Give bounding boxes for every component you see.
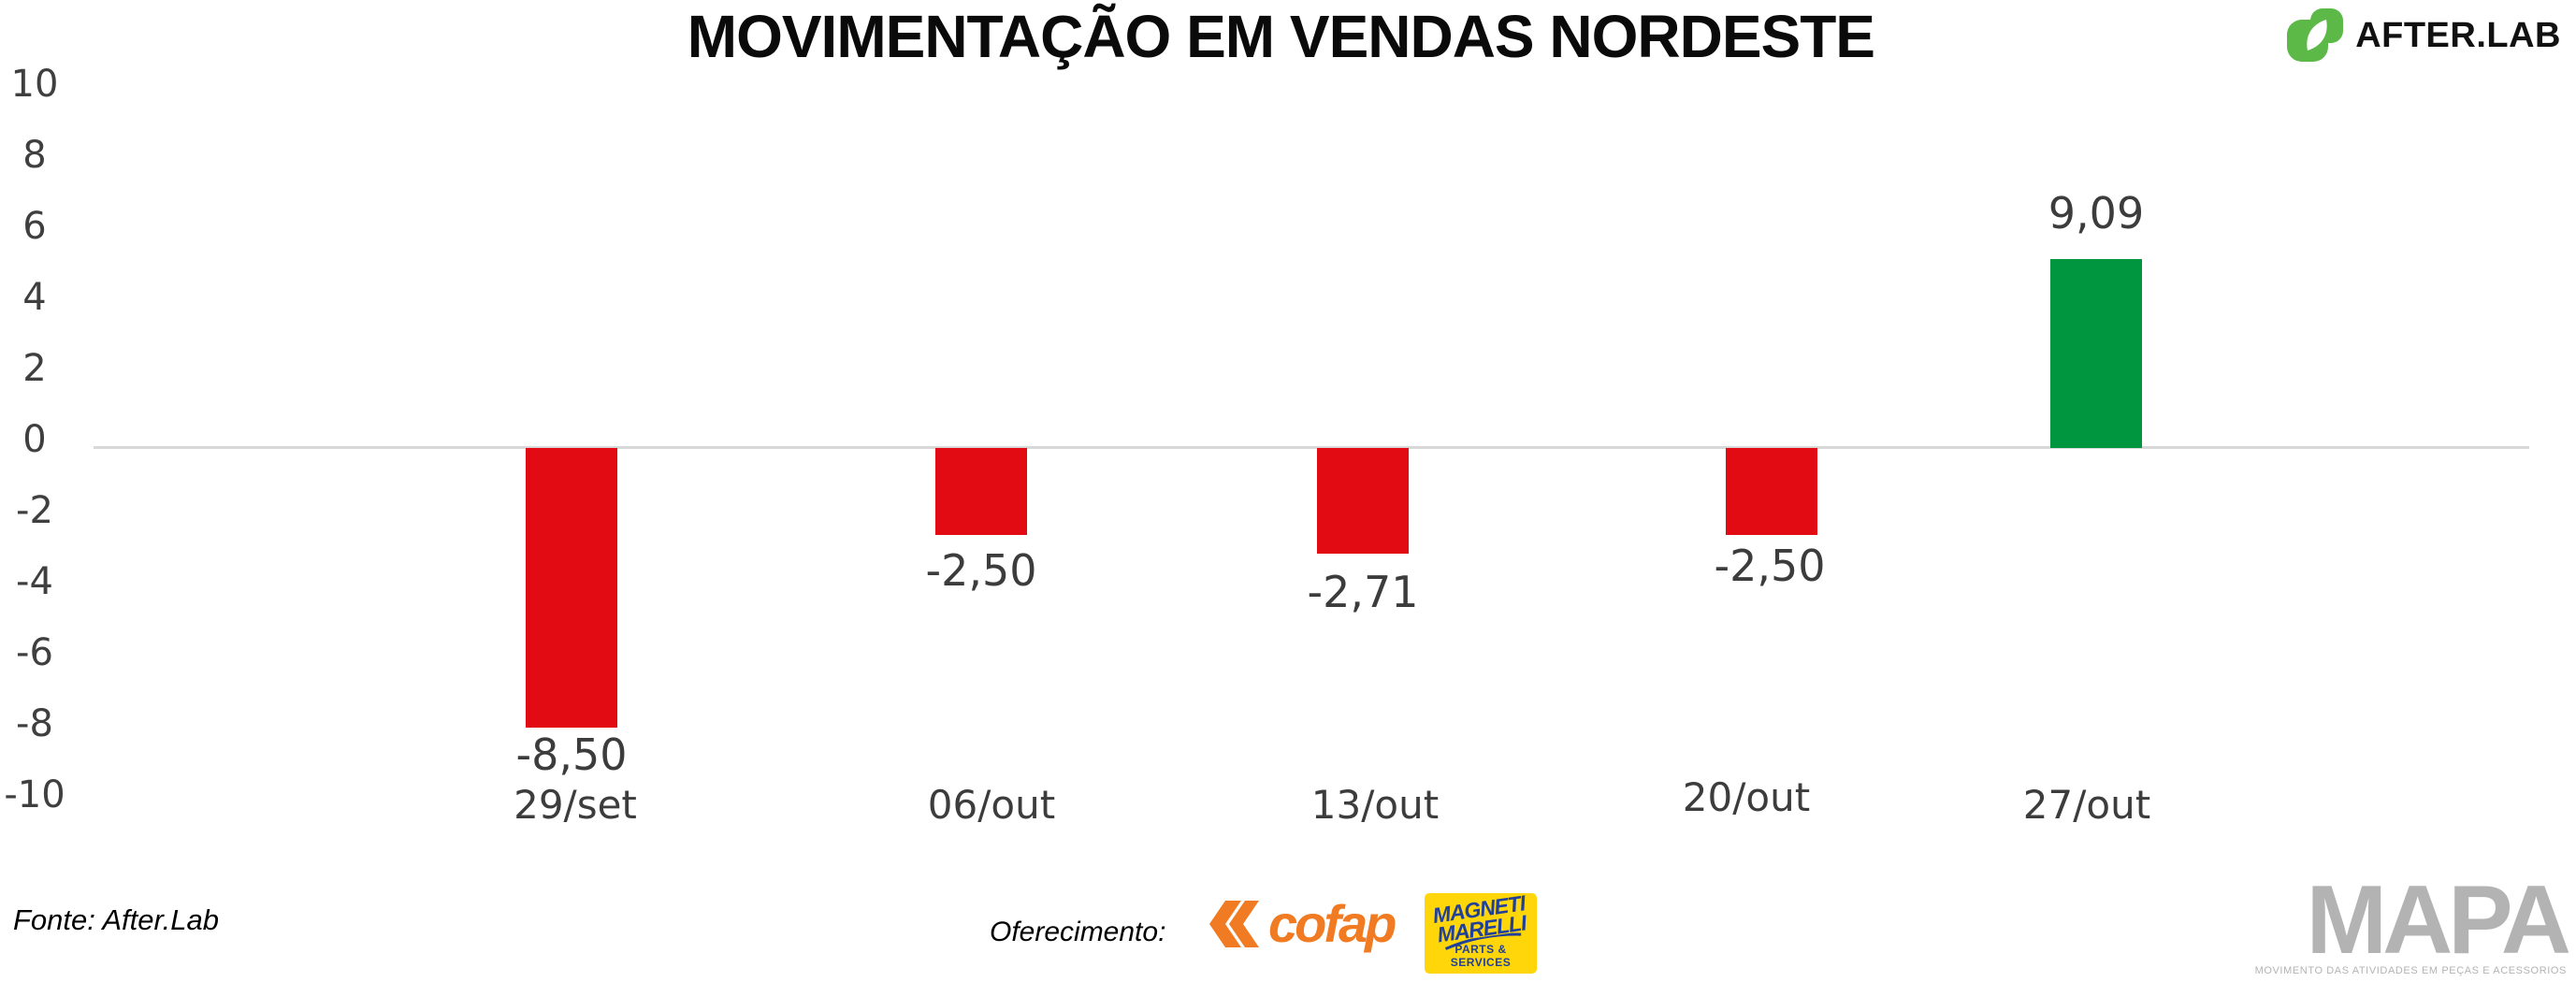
y-tick-label: 8 (22, 134, 47, 177)
y-tick-label: 10 (10, 63, 59, 106)
cofap-logo: cofap (1207, 894, 1397, 953)
y-tick-label: 2 (22, 347, 47, 390)
x-tick-label: 27/out (2022, 782, 2151, 828)
x-tick-label: 06/out (927, 782, 1056, 828)
sponsor-label: Oferecimento: (990, 917, 1166, 947)
magneti-marelli-text: MAGNETI MARELLI (1425, 893, 1537, 953)
mapa-tagline: MOVIMENTO DAS ATIVIDADES EM PEÇAS E ACES… (2254, 965, 2567, 976)
bar-value-label: -8,50 (515, 729, 628, 780)
afterlab-logo: AFTER.LAB (2286, 7, 2561, 64)
mapa-logo: MAPA MOVIMENTO DAS ATIVIDADES EM PEÇAS E… (2254, 866, 2572, 976)
bar-value-label: -2,71 (1307, 567, 1419, 617)
y-tick-label: -2 (16, 489, 53, 532)
y-tick-label: 6 (22, 205, 47, 248)
y-tick-label: 0 (22, 418, 47, 461)
mapa-logo-text: MAPA (2306, 866, 2572, 975)
afterlab-logo-text: AFTER.LAB (2355, 16, 2561, 55)
x-tick-label: 20/out (1682, 774, 1811, 820)
y-tick-label: 4 (22, 276, 47, 319)
bar-06out (935, 448, 1027, 535)
bar-27out (2050, 259, 2142, 448)
parts-services-text: PARTS & SERVICES (1450, 943, 1512, 969)
bar-13out (1317, 448, 1409, 554)
y-tick-label: -8 (16, 702, 53, 745)
bar-20out (1726, 448, 1817, 535)
bar-value-label: 9,09 (2048, 188, 2145, 238)
cofap-logo-text: cofap (1268, 894, 1397, 953)
y-tick-label: -4 (16, 560, 53, 603)
zero-gridline (94, 446, 2529, 449)
y-tick-label: -6 (16, 631, 53, 674)
bar-value-label: -2,50 (925, 545, 1037, 596)
bar-29set (526, 448, 617, 728)
afterlab-leaf-icon (2287, 8, 2344, 62)
cofap-chevron-icon (1209, 901, 1259, 947)
bar-value-label: -2,50 (1714, 541, 1826, 591)
magneti-marelli-logo: MAGNETI MARELLI PARTS & SERVICES (1425, 893, 1537, 974)
x-tick-label: 13/out (1310, 782, 1440, 828)
source-note: Fonte: After.Lab (13, 903, 219, 936)
marelli-underline-swoosh-icon (1444, 932, 1522, 950)
y-tick-label: -10 (4, 773, 65, 816)
chart-title: MOVIMENTAÇÃO EM VENDAS NORDESTE (687, 3, 1875, 70)
x-tick-label: 29/set (514, 782, 637, 828)
